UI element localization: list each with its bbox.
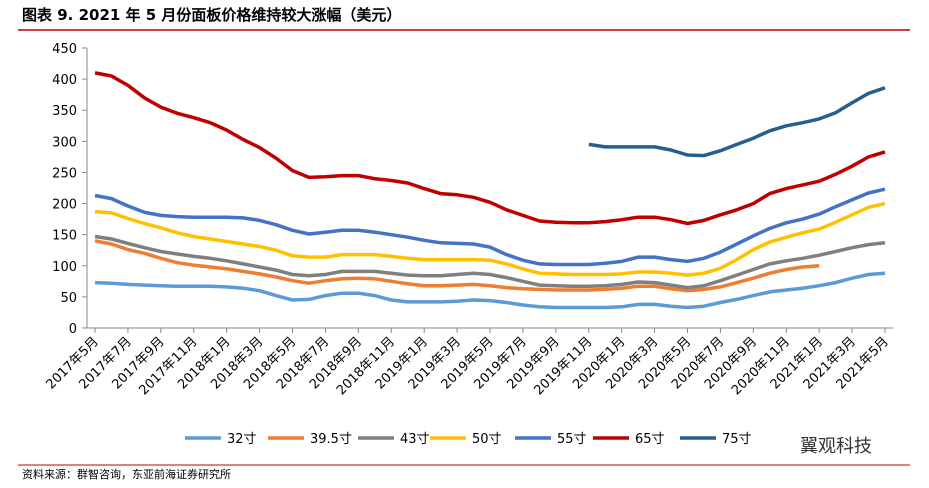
source: 资料来源：群智咨询，东亚前海证券研究所 — [22, 467, 231, 481]
y-tick-label: 250 — [52, 166, 77, 181]
line-series — [94, 71, 886, 226]
legend-label: 55寸 — [557, 432, 587, 447]
y-tick-label: 0 — [69, 322, 77, 337]
line-series — [94, 271, 886, 310]
legend-label: 43寸 — [400, 432, 430, 447]
legend-label: 65寸 — [635, 432, 665, 447]
y-tick-label: 200 — [52, 198, 77, 213]
legend-label: 75寸 — [722, 432, 752, 447]
line-series — [588, 86, 886, 158]
chart-title: 图表 9. 2021 年 5 月份面板价格维持较大涨幅（美元） — [22, 6, 401, 24]
watermark: 翼观科技 — [800, 436, 872, 457]
line-series — [94, 201, 886, 277]
line-series — [94, 187, 886, 267]
y-tick-label: 400 — [52, 73, 77, 88]
legend-label: 32寸 — [227, 432, 257, 447]
y-tick-label: 150 — [52, 229, 77, 244]
y-tick-label: 100 — [52, 260, 77, 275]
legend-label: 39.5寸 — [310, 432, 352, 447]
line-series — [94, 234, 886, 290]
y-tick-label: 350 — [52, 104, 77, 119]
y-tick-label: 450 — [52, 42, 77, 57]
legend-label: 50寸 — [472, 432, 502, 447]
y-tick-label: 50 — [60, 291, 77, 306]
y-tick-label: 300 — [52, 135, 77, 150]
line-series — [94, 239, 820, 293]
